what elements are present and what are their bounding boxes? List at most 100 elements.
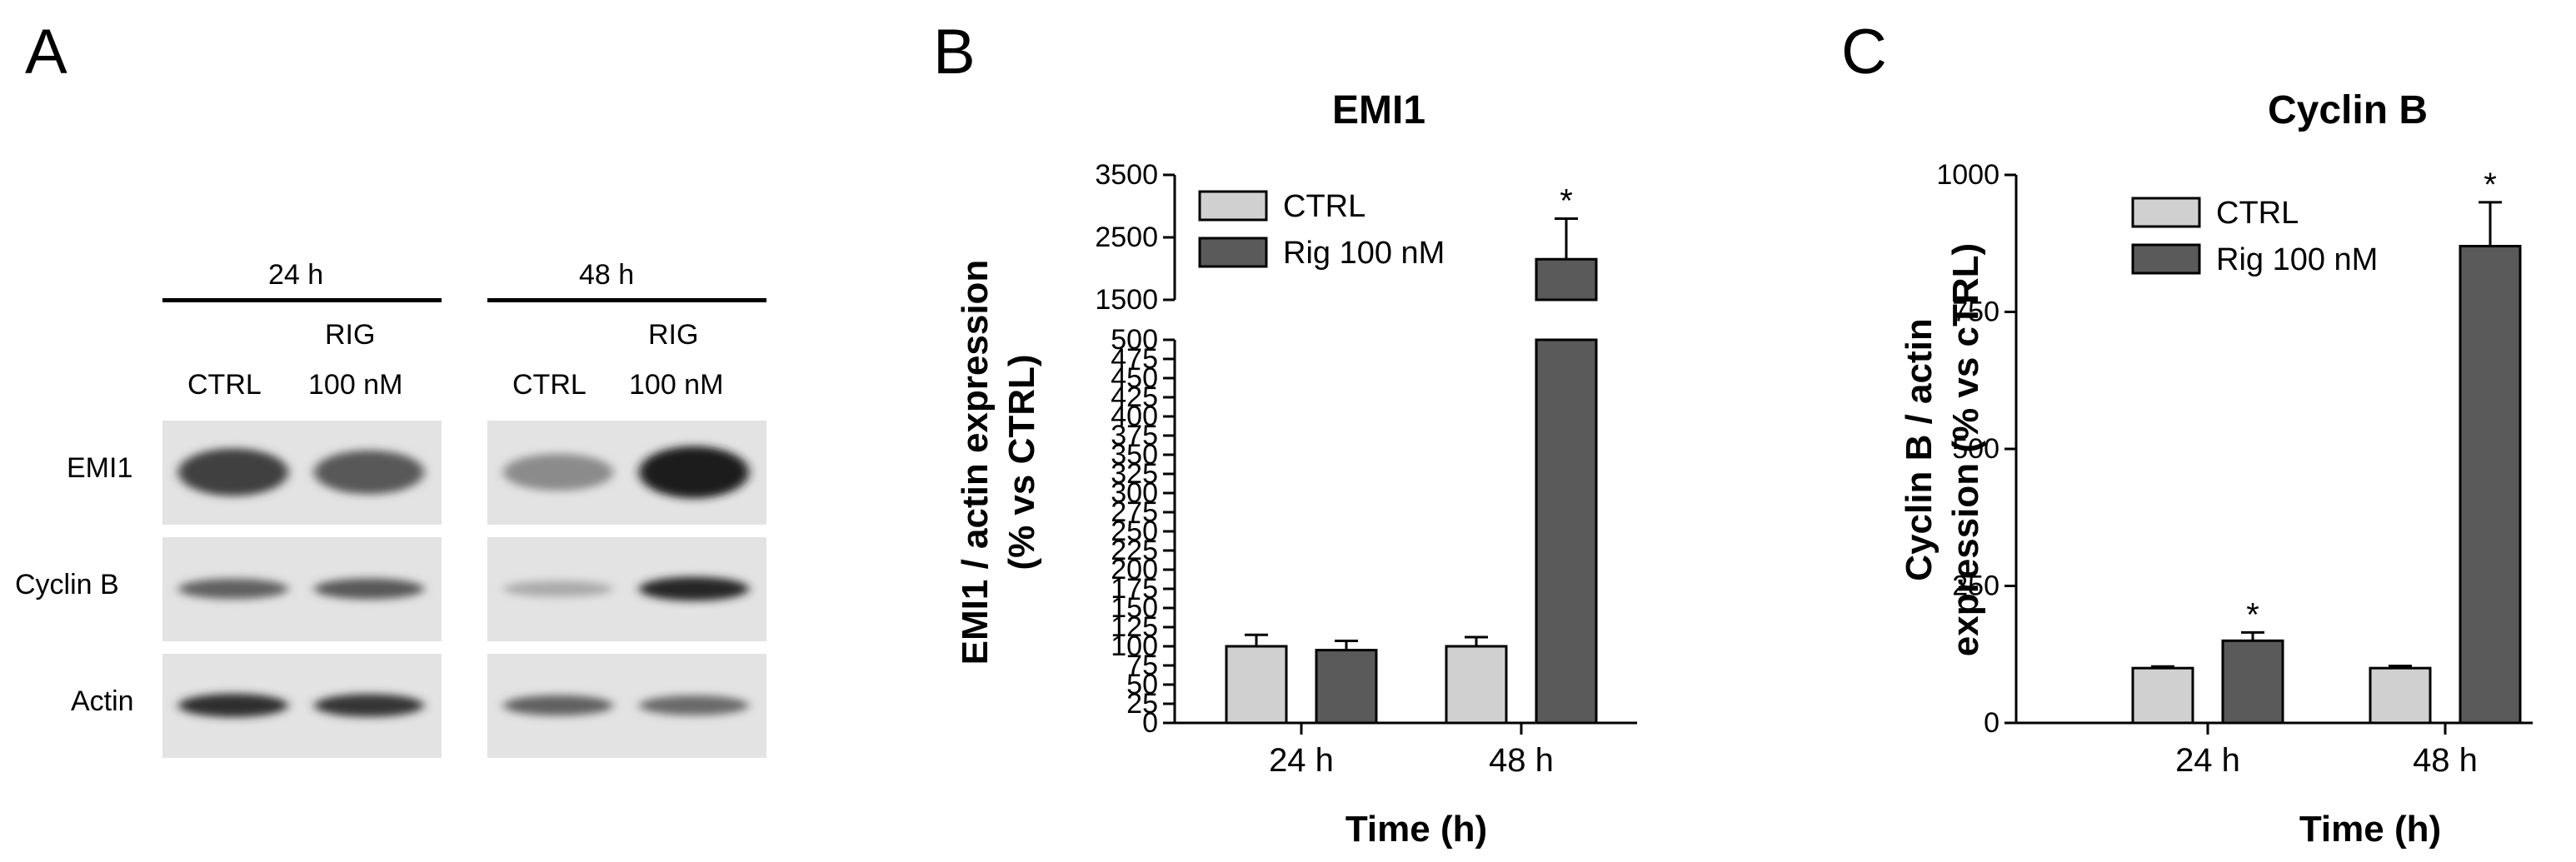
y-tick-label: 250 [1111,516,1158,547]
y-tick-label: 250 [1952,571,1999,602]
lane-label-rig-48h-line2: 100 nM [629,369,724,401]
y-tick-label: 500 [1111,324,1158,356]
y-tick-label: 25 [1126,688,1158,720]
chart-emi1: EMI1 EMI1 / actin expression (% vs CTRL) Ti… [955,88,1637,850]
y-tick-label: 0 [1984,707,1999,739]
blot-band [639,446,749,499]
x-tick-label: 24 h [1269,742,1334,779]
blot-cyclin-b-48h [487,537,766,641]
x-axis-label: Time (h) [1345,809,1487,850]
x-tick-label: 48 h [1489,742,1554,779]
bar [2131,666,2194,725]
blot-band [639,695,749,715]
chart-title: Cyclin B [2268,88,2428,132]
bar [1225,645,1288,725]
y-tick-label: 275 [1111,496,1158,528]
blot-band [314,694,424,717]
blot-group-line-24h [162,298,442,302]
blot-cyclin-b-24h [162,537,442,641]
legend-swatch [1198,237,1268,268]
y-tick-label: 300 [1111,477,1158,509]
blot-band-canvas [503,695,749,716]
y-axis-label: expression (% vs cTRL) [1945,243,1986,656]
significance-marker: * [2484,167,2497,203]
blot-band-canvas [178,693,424,718]
bar [2221,639,2284,725]
blot-row-label-emi1: EMI1 [67,452,133,484]
blot-band [503,453,613,491]
x-tick-label: 24 h [2175,742,2240,779]
y-tick-label: 100 [1111,630,1158,662]
y-tick-label: 50 [1126,669,1158,700]
chart-cyclin-b: Cyclin B Cyclin B / actin expression (% vs… [1899,88,2533,850]
y-tick-label: 325 [1111,458,1158,490]
blot-row-label-actin: Actin [71,685,134,717]
bar [2459,245,2522,725]
lane-label-rig-24h-line2: 100 nM [308,369,403,401]
significance-marker: * [1560,183,1573,220]
blot-band [503,695,613,716]
y-axis-label: (% vs CTRL) [1001,354,1042,570]
y-tick-label: 200 [1111,554,1158,585]
blot-group-line-48h [487,298,766,302]
blot-band [178,448,288,496]
y-tick-label: 1000 [1936,159,1999,191]
blot-actin-24h [162,654,442,758]
blot-band-canvas [503,446,749,499]
legend-swatch [2131,197,2201,228]
lane-label-ctrl-24h: CTRL [187,369,262,401]
x-axis-label: Time (h) [2299,809,2441,850]
y-tick-label: 350 [1111,439,1158,471]
y-axis-label: EMI1 / actin expression [955,260,996,665]
blot-emi1-48h [487,421,766,525]
chart-title: EMI1 [1332,88,1425,132]
y-tick-label: 450 [1111,362,1158,394]
bar [1445,645,1508,725]
blot-row-label-cyclin-b: Cyclin B [15,569,119,600]
lane-label-ctrl-48h: CTRL [512,369,587,401]
lane-label-rig-48h-line1: RIG [648,319,699,351]
blot-band [503,580,613,597]
legend-swatch [1198,190,1268,222]
legend-label: Rig 100 nM [2216,242,2378,277]
y-tick-label: 750 [1952,296,1999,328]
y-tick-label: 1500 [1095,284,1158,316]
panel-c-letter: C [1841,17,1887,87]
legend-label: CTRL [2216,196,2299,231]
blot-time-24h: 24 h [268,259,324,291]
y-tick-label: 3500 [1095,159,1158,191]
blot-band [314,450,424,495]
y-tick-label: 375 [1111,420,1158,451]
y-tick-label: 2500 [1095,222,1158,253]
y-tick-label: 175 [1111,573,1158,605]
y-tick-label: 225 [1111,535,1158,566]
y-axis-label: Cyclin B / actin [1899,318,1939,580]
y-tick-label: 400 [1111,401,1158,432]
blot-band-canvas [178,578,424,600]
panel-b-letter: B [933,17,976,87]
legend-label: Rig 100 nM [1283,236,1445,271]
y-tick-label: 475 [1111,343,1158,375]
y-tick-label: 0 [1142,707,1158,739]
bar [1535,257,1598,301]
y-tick-label: 125 [1111,611,1158,643]
panel-a-letter: A [25,17,67,87]
legend-label: CTRL [1283,189,1365,224]
blot-band-canvas [178,448,424,496]
bar [2369,666,2432,725]
blot-band [314,578,424,600]
legend-swatch [2131,243,2201,275]
significance-marker: * [2246,596,2259,633]
blot-band [639,576,749,601]
blot-band-canvas [503,576,749,601]
y-tick-label: 75 [1126,650,1158,681]
bar [1315,649,1378,725]
blot-band [178,578,288,600]
lane-label-rig-24h-line1: RIG [325,319,376,351]
x-tick-label: 48 h [2413,742,2478,779]
blot-emi1-24h [162,421,442,525]
y-tick-label: 425 [1111,381,1158,413]
y-tick-label: 150 [1111,592,1158,624]
blot-actin-48h [487,654,766,758]
bar [1535,338,1598,725]
